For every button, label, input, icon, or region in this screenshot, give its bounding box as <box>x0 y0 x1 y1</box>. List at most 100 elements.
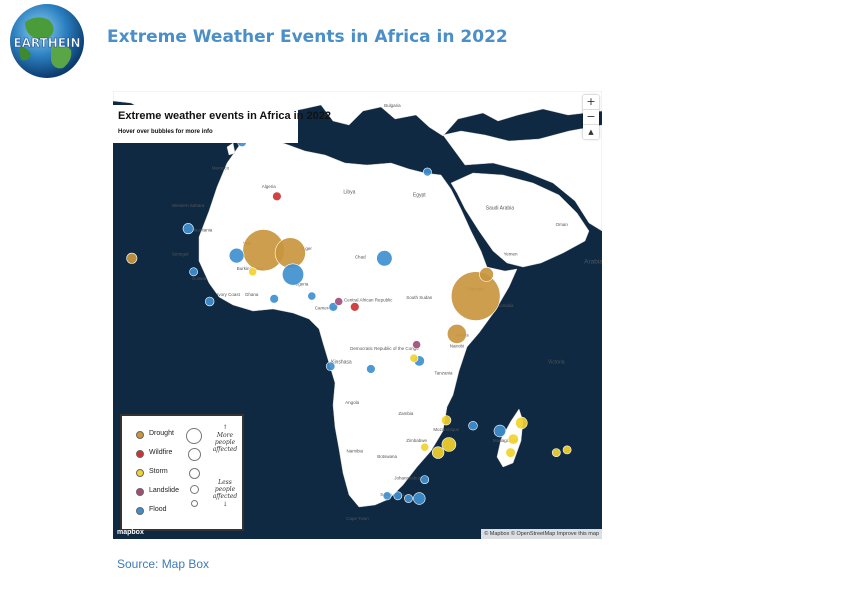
zoom-in-button[interactable]: + <box>583 95 599 110</box>
event-bubble-storm-33[interactable] <box>515 416 528 430</box>
event-bubble-flood-26[interactable] <box>307 291 317 301</box>
event-bubble-storm-35[interactable] <box>505 447 516 458</box>
event-bubble-drought-4[interactable] <box>479 267 494 282</box>
map-label-somalia: Somalia <box>497 303 514 308</box>
event-bubble-flood-7[interactable] <box>228 247 245 264</box>
size-circle-smallest <box>191 500 198 507</box>
map-label-botswana: Botswana <box>377 454 397 459</box>
map-label-nairobi: Nairobi <box>450 343 464 348</box>
map-label-sea-arabian: Arabian Sea <box>584 259 602 266</box>
map-label-bulgaria: Bulgaria <box>384 103 401 108</box>
map-label-kinshasa: Kinshasa <box>331 360 352 366</box>
map-label-cape-town: Cape Town <box>346 516 369 521</box>
map-label-morocco: Morocco <box>212 165 230 170</box>
event-bubble-landslide-29[interactable] <box>334 297 344 306</box>
map-label-johannesburg: Johannesburg <box>394 476 423 481</box>
map-label-yemen: Yemen <box>504 252 518 257</box>
map-label-namibia: Namibia <box>347 449 364 454</box>
event-bubble-storm-31[interactable] <box>441 437 457 452</box>
zoom-controls: + − ▲ <box>583 95 599 139</box>
map-container[interactable]: Arabian Sea Bulgaria Ukraine Libya Egypt Alge… <box>113 91 602 539</box>
size-circle-mid <box>188 448 201 461</box>
event-bubble-flood-21[interactable] <box>393 491 403 501</box>
event-bubble-flood-6[interactable] <box>282 263 305 286</box>
map-attribution[interactable]: © Mapbox © OpenStreetMap Improve this ma… <box>481 529 602 539</box>
event-bubble-storm-34[interactable] <box>507 433 519 445</box>
event-bubble-drought-5[interactable] <box>126 252 138 264</box>
map-label-tanzania: Tanzania <box>434 370 453 375</box>
eartheing-logo: EARTHEIN <box>10 4 84 78</box>
event-bubble-drought-2[interactable] <box>451 271 501 321</box>
event-bubble-flood-24[interactable] <box>189 267 198 277</box>
event-bubble-drought-1[interactable] <box>274 237 306 269</box>
page-title: Extreme Weather Events in Africa in 2022 <box>107 27 508 47</box>
legend-dot-flood <box>136 507 144 515</box>
map-label-libya: Libya <box>343 190 355 196</box>
event-bubble-flood-25[interactable] <box>422 167 432 177</box>
event-bubble-flood-20[interactable] <box>404 494 413 503</box>
map-label-angola: Angola <box>345 400 360 405</box>
event-bubble-flood-12[interactable] <box>493 424 507 438</box>
map-label-mozambique: Mozambique <box>433 427 459 432</box>
event-bubble-storm-39[interactable] <box>409 353 419 363</box>
map-label-mauritania: Mauritania <box>191 227 213 232</box>
event-bubble-flood-15[interactable] <box>269 294 279 304</box>
map-label-ghana: Ghana <box>245 292 259 297</box>
map-label-saudi: Saudi Arabia <box>486 206 515 212</box>
event-bubble-flood-8[interactable] <box>376 250 393 267</box>
map-label-algeria: Algeria <box>262 184 277 189</box>
map-title-box: Extreme weather events in Africa in 2022… <box>113 105 331 143</box>
event-bubble-flood-19[interactable] <box>468 421 478 431</box>
arabia-land <box>450 172 590 268</box>
zoom-out-button[interactable]: − <box>583 110 599 125</box>
size-circle-smaller <box>190 485 199 494</box>
compass-button[interactable]: ▲ <box>588 128 594 136</box>
legend-label-flood: Flood <box>149 506 167 513</box>
legend-dot-wildfire <box>136 450 144 458</box>
map-label-zambia: Zambia <box>398 411 414 416</box>
map-subtitle: Hover over bubbles for more info <box>118 129 213 135</box>
event-bubble-flood-9[interactable] <box>182 223 194 235</box>
legend-dot-landslide <box>136 488 144 496</box>
event-bubble-flood-17[interactable] <box>325 361 336 371</box>
map-label-ivory: Ivory Coast <box>217 292 241 297</box>
event-bubble-storm-37[interactable] <box>562 445 572 455</box>
map-label-ukraine: Ukraine <box>422 91 438 92</box>
event-bubble-drought-3[interactable] <box>446 323 467 344</box>
mapbox-logo[interactable]: mapbox <box>117 529 144 536</box>
map-label-cameroon: Cameroon <box>315 306 337 311</box>
event-bubble-flood-14[interactable] <box>328 302 339 312</box>
map-label-zimbabwe: Zimbabwe <box>406 438 427 443</box>
source-caption: Source: Map Box <box>117 557 210 571</box>
more-people-label: More people affected <box>212 432 238 453</box>
map-label-egypt: Egypt <box>413 192 426 198</box>
map-label-senegal: Senegal <box>172 252 189 257</box>
legend-dot-storm <box>136 469 144 477</box>
map-label-south-africa: South Africa <box>380 492 405 497</box>
less-arrow: ↓ <box>222 501 228 508</box>
event-bubble-flood-18[interactable] <box>366 364 376 374</box>
logo-text: EARTHEIN <box>13 36 80 50</box>
map-label-niger: Niger <box>301 246 312 251</box>
event-bubble-landslide-30[interactable] <box>412 340 421 350</box>
event-bubble-flood-11[interactable] <box>413 492 426 505</box>
map-label-west-sahara: Western Sahara <box>172 203 205 208</box>
event-bubble-flood-22[interactable] <box>382 491 392 501</box>
legend-label-drought: Drought <box>149 430 174 437</box>
event-bubble-storm-41[interactable] <box>420 442 430 452</box>
land-layer <box>113 91 602 508</box>
event-bubble-storm-32[interactable] <box>431 446 445 459</box>
event-bubble-flood-16[interactable] <box>204 296 215 307</box>
event-bubble-wildfire-27[interactable] <box>272 191 282 202</box>
event-bubble-storm-40[interactable] <box>248 267 258 277</box>
map-label-victoria: Victoria <box>548 360 565 366</box>
map-title: Extreme weather events in Africa in 2022 <box>118 110 331 122</box>
event-bubble-storm-38[interactable] <box>551 448 561 457</box>
map-legend: Drought Wildfire Storm Landslide Flood ↑ Mor… <box>120 414 244 531</box>
event-bubbles <box>126 137 572 505</box>
middle-east-land <box>442 124 602 232</box>
event-bubble-storm-36[interactable] <box>441 415 452 426</box>
event-bubble-flood-23[interactable] <box>420 475 430 484</box>
map-label-guinea: Guinea <box>192 276 207 281</box>
event-bubble-wildfire-28[interactable] <box>350 302 360 312</box>
